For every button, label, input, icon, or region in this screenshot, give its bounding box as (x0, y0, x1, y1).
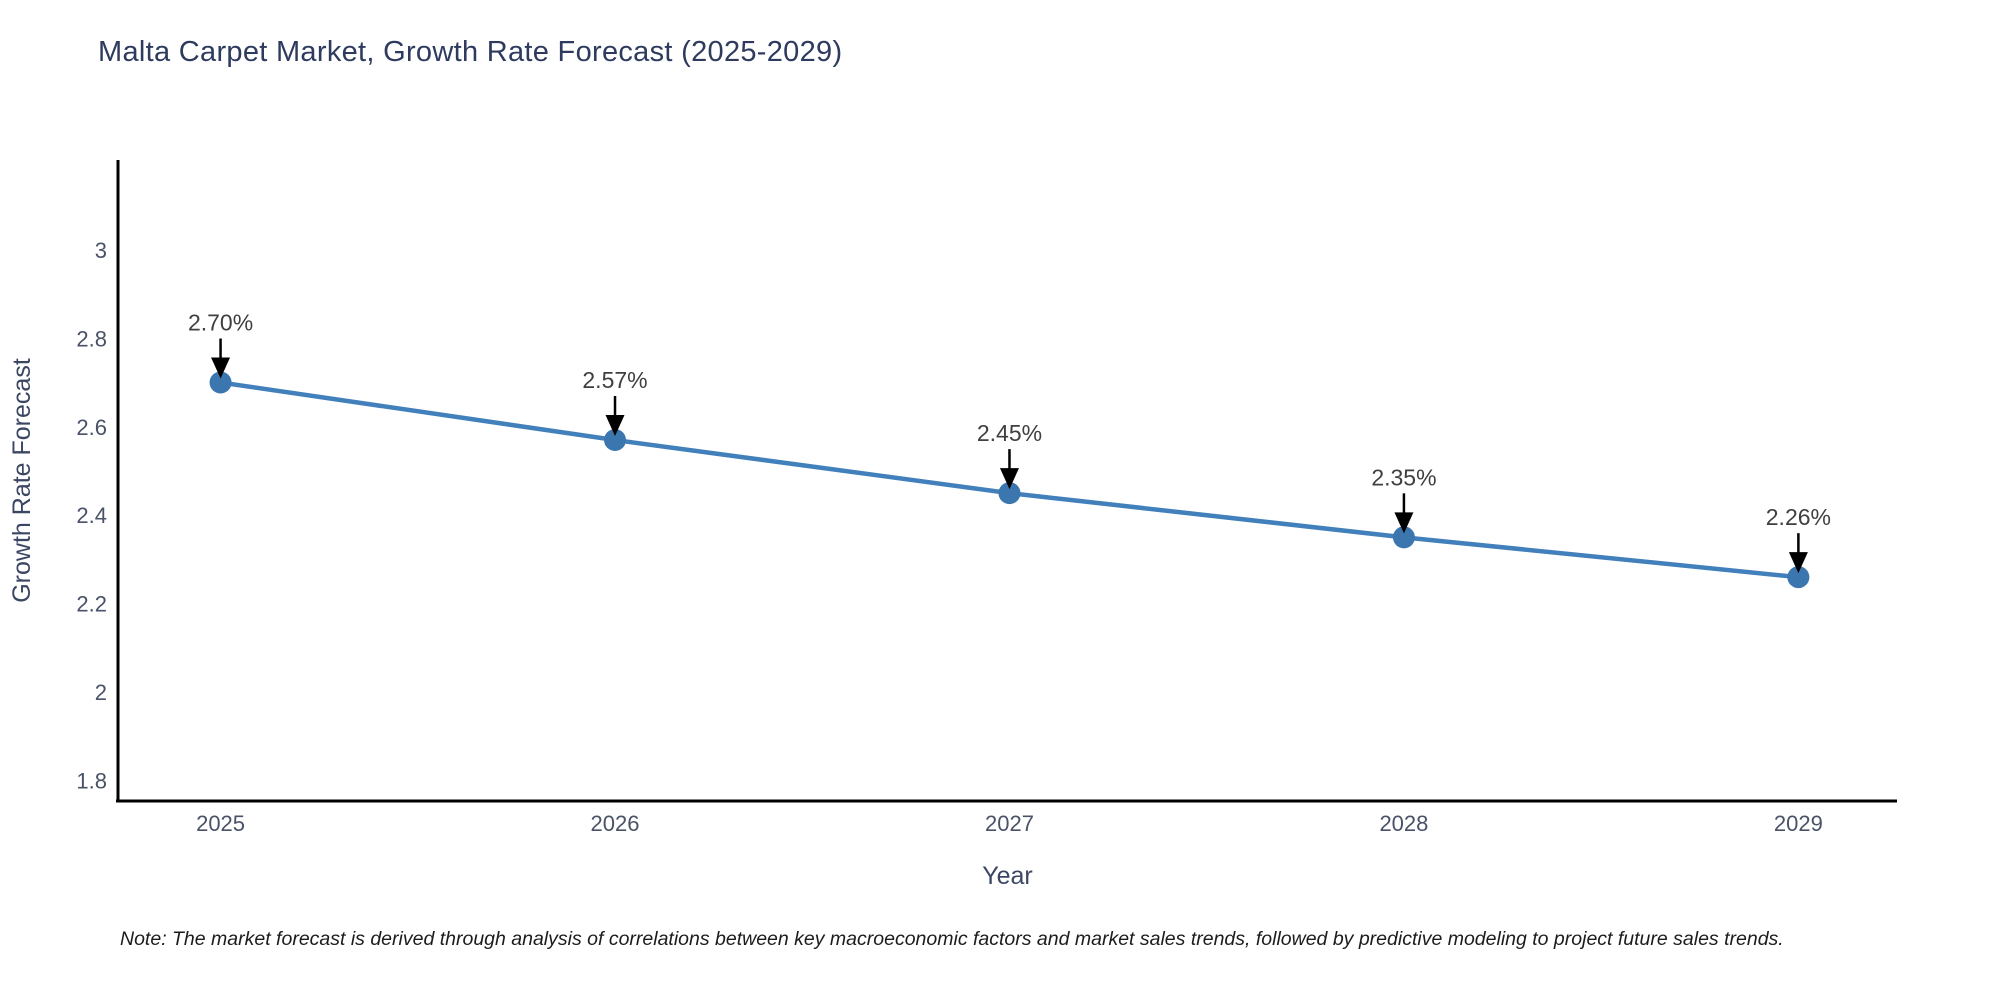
chart-footnote: Note: The market forecast is derived thr… (120, 928, 1784, 950)
annotation-arrowhead (999, 468, 1019, 490)
x-tick-label: 2027 (985, 811, 1034, 836)
annotation-arrowhead (605, 415, 625, 437)
y-tick-label: 2.2 (76, 592, 107, 617)
data-point-marker (1787, 566, 1810, 589)
annotation-arrowhead (1788, 552, 1808, 574)
chart-title: Malta Carpet Market, Growth Rate Forecas… (98, 36, 843, 68)
data-point-annotation: 2.26% (1766, 504, 1831, 530)
data-point-marker (1392, 526, 1415, 549)
y-tick-label: 1.8 (76, 769, 107, 794)
x-tick-label: 2026 (591, 811, 640, 836)
x-tick-label: 2028 (1379, 811, 1428, 836)
y-tick-label: 2.6 (76, 415, 107, 440)
x-tick-label: 2029 (1774, 811, 1823, 836)
data-point-annotation: 2.70% (188, 310, 253, 336)
data-point-marker (998, 482, 1021, 505)
data-point-marker (209, 371, 232, 394)
data-point-annotation: 2.35% (1371, 464, 1436, 490)
y-tick-label: 3 (95, 238, 107, 263)
data-point-annotation: 2.57% (582, 367, 647, 393)
annotation-arrowhead (1394, 512, 1414, 534)
y-tick-label: 2.4 (76, 503, 107, 528)
x-tick-label: 2025 (196, 811, 245, 836)
y-axis-title: Growth Rate Forecast (8, 358, 36, 603)
y-tick-label: 2 (95, 680, 107, 705)
y-tick-label: 2.8 (76, 326, 107, 351)
data-point-annotation: 2.45% (977, 420, 1042, 446)
x-axis-title: Year (982, 862, 1033, 890)
data-point-marker (604, 429, 627, 452)
annotation-arrowhead (211, 357, 231, 379)
